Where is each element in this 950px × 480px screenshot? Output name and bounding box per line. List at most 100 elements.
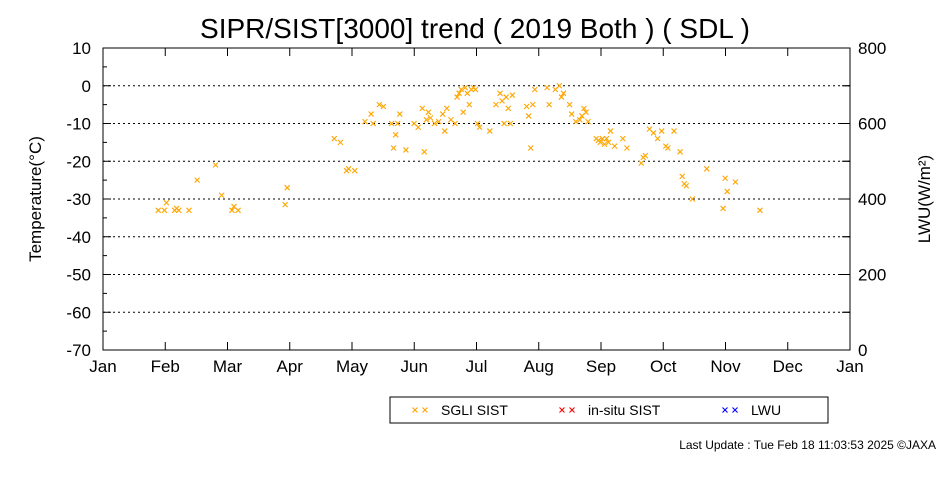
data-point — [568, 111, 575, 117]
data-point — [560, 90, 567, 97]
data-point — [394, 120, 401, 127]
data-point — [474, 120, 481, 127]
data-point — [443, 105, 450, 112]
x-tick-label: Oct — [650, 357, 677, 376]
chart-title: SIPR/SIST[3000] trend ( 2019 Both ) ( SD… — [200, 13, 750, 44]
data-point — [664, 145, 671, 151]
data-point — [720, 205, 727, 212]
data-point — [757, 207, 763, 214]
legend-label: LWU — [751, 402, 781, 418]
data-point — [439, 111, 446, 117]
data-point — [605, 139, 612, 146]
data-point — [544, 84, 550, 91]
data-point — [493, 101, 499, 108]
y-tick-label: -60 — [66, 303, 91, 322]
data-point — [476, 124, 483, 131]
legend-label: SGLI SIST — [441, 402, 508, 418]
y-tick-label: -50 — [66, 266, 91, 285]
x-tick-label: Feb — [151, 357, 180, 376]
data-point — [529, 101, 536, 108]
data-point — [683, 182, 690, 189]
x-tick-label: Dec — [773, 357, 804, 376]
data-point — [607, 128, 614, 134]
data-point — [462, 84, 469, 91]
data-point — [611, 143, 618, 150]
y-tick-label: -30 — [66, 190, 91, 209]
y-tick-label: 10 — [72, 39, 91, 58]
x-tick-label: Jan — [836, 357, 863, 376]
data-point — [601, 141, 608, 148]
data-point — [186, 207, 192, 214]
data-point — [282, 201, 289, 208]
data-point — [527, 145, 534, 151]
y-tick-label: -10 — [66, 115, 91, 134]
data-point — [421, 148, 428, 155]
data-point — [368, 111, 374, 117]
data-point — [597, 139, 604, 146]
y2-tick-label: 200 — [858, 266, 886, 285]
data-point — [505, 105, 512, 112]
plot-frame — [102, 47, 851, 351]
data-point — [331, 135, 338, 142]
data-point — [376, 101, 383, 108]
data-point — [732, 179, 739, 185]
data-point — [671, 128, 677, 134]
data-point — [284, 184, 291, 191]
data-point — [419, 105, 426, 112]
data-point — [546, 101, 553, 108]
data-point — [677, 148, 684, 155]
data-point — [351, 167, 358, 174]
data-point — [619, 135, 626, 142]
data-point — [576, 116, 583, 123]
data-point — [624, 145, 630, 151]
data-point — [427, 114, 434, 121]
data-point — [362, 118, 368, 125]
data-point — [403, 147, 409, 153]
data-point — [507, 120, 514, 127]
y2-tick-label: 800 — [858, 39, 886, 58]
data-point — [425, 109, 432, 116]
data-point — [423, 116, 430, 123]
data-point — [654, 135, 661, 142]
x-tick-label: Jan — [89, 357, 116, 376]
data-point — [456, 90, 462, 97]
x-tick-label: Mar — [213, 357, 243, 376]
data-point — [581, 105, 587, 112]
data-point — [229, 207, 235, 214]
data-point — [650, 130, 657, 136]
data-point — [642, 152, 649, 159]
data-point — [380, 103, 387, 110]
data-point — [388, 120, 395, 127]
data-point — [703, 165, 710, 172]
data-point — [370, 120, 377, 127]
data-point — [466, 101, 473, 108]
data-point — [724, 188, 731, 195]
data-point — [658, 128, 665, 134]
data-point — [435, 118, 442, 125]
y2-tick-label: 0 — [858, 341, 867, 360]
data-point — [431, 120, 438, 127]
data-point — [415, 124, 422, 131]
data-point — [572, 118, 579, 125]
data-point — [638, 160, 645, 167]
data-point — [497, 90, 503, 97]
data-point — [235, 207, 241, 214]
data-point — [501, 120, 508, 127]
x-tick-label: May — [336, 357, 369, 376]
y-tick-label: -20 — [66, 152, 91, 171]
data-point — [396, 111, 403, 117]
legend-marker — [412, 407, 418, 413]
data-point — [441, 128, 448, 134]
data-point — [583, 109, 589, 116]
data-point — [458, 86, 465, 93]
data-point — [155, 207, 162, 214]
legend-marker — [422, 407, 428, 413]
y2-tick-label: 400 — [858, 190, 886, 209]
y-tick-label: -40 — [66, 228, 91, 247]
x-tick-label: Sep — [586, 357, 616, 376]
y2-tick-label: 600 — [858, 115, 886, 134]
data-point — [212, 162, 219, 168]
y2-axis-label: LWU(W/m²) — [915, 155, 934, 243]
legend-label: in-situ SIST — [588, 402, 661, 418]
